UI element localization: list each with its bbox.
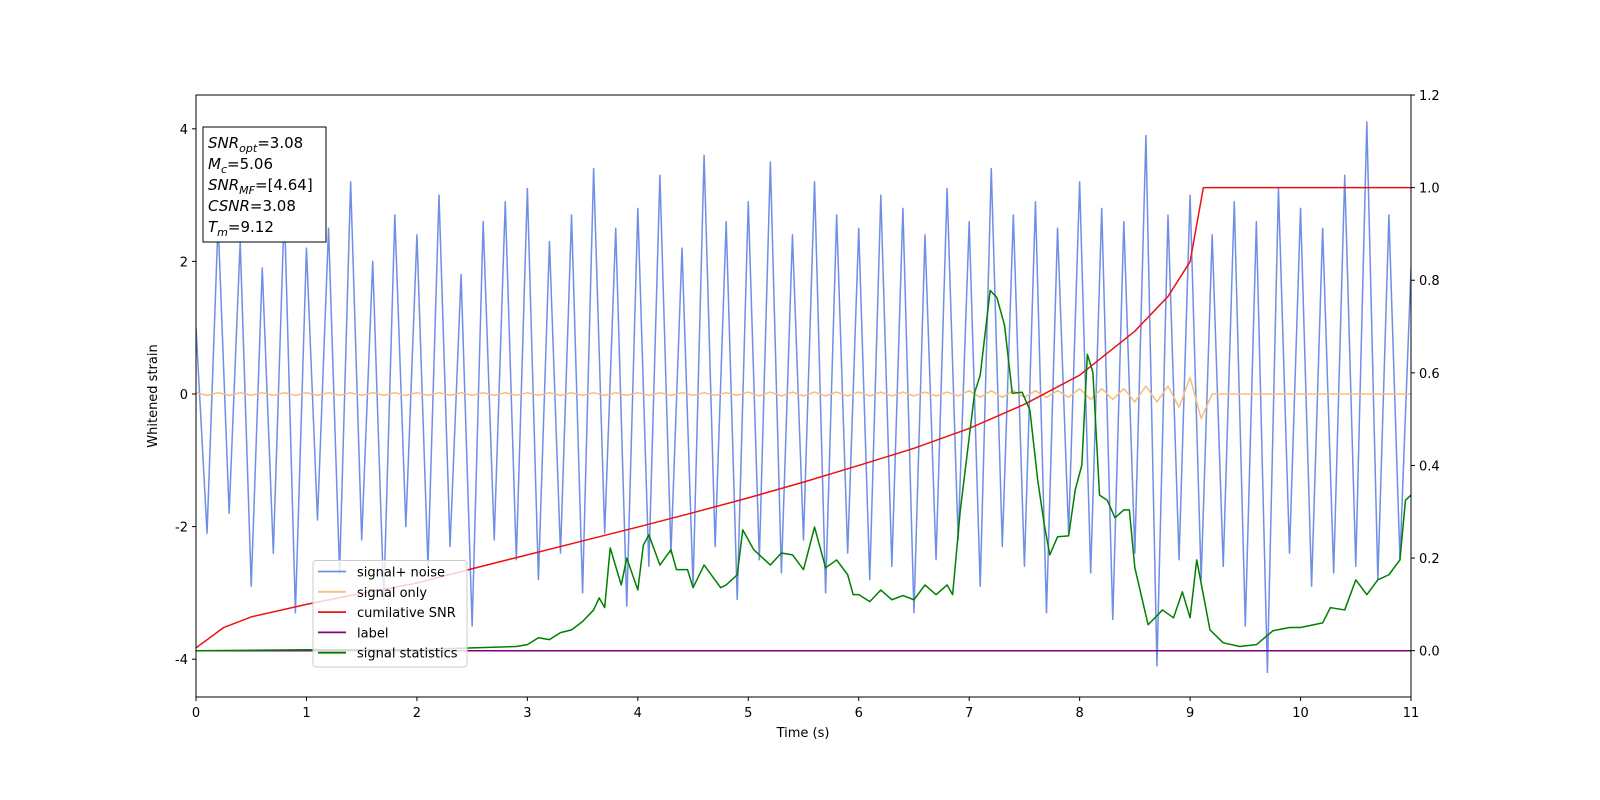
x-tick-label: 3	[523, 706, 531, 721]
annotation-main: SNR	[208, 134, 239, 152]
annotation-line: Tm=9.12	[208, 218, 274, 239]
annotation-rest: =9.12	[228, 218, 274, 236]
x-tick-label: 11	[1403, 706, 1420, 721]
annotation-rest: =[4.64]	[255, 176, 313, 194]
y-tick-label: 2	[180, 255, 188, 270]
y2-tick-label: 1.2	[1419, 89, 1440, 104]
y2-tick-label: 0.2	[1419, 552, 1440, 567]
annotation-frame	[202, 126, 327, 243]
legend-label: signal+ noise	[357, 566, 445, 581]
annotation-main: M	[208, 155, 221, 173]
series-line	[196, 376, 1411, 420]
x-tick-label: 9	[1186, 706, 1194, 721]
x-tick-label: 0	[192, 706, 200, 721]
series-line	[196, 289, 1411, 652]
series-line	[196, 121, 1411, 674]
annotation-main: T	[208, 218, 219, 236]
annotation-main: SNR	[208, 176, 239, 194]
legend-label: label	[357, 626, 388, 641]
axes-frame	[195, 94, 1412, 698]
x-axis-label: Time (s)	[776, 726, 830, 741]
annotation-rest: =5.06	[227, 155, 273, 173]
annotation-line: SNRopt=3.08	[208, 134, 303, 155]
annotation-line: Mc=5.06	[208, 155, 273, 176]
y2-tick-label: 0.4	[1419, 459, 1440, 474]
legend-label: signal only	[357, 586, 427, 601]
legend: signal+ noise signal only cumilative SNR la…	[312, 560, 468, 668]
x-tick-label: 10	[1292, 706, 1309, 721]
y-tick-label: -2	[175, 521, 188, 536]
annotation-main: CSNR	[208, 197, 250, 215]
y-axis-label: Whitened strain	[146, 344, 161, 447]
y2-tick-label: 1.0	[1419, 182, 1440, 197]
x-tick-label: 4	[634, 706, 642, 721]
x-tick-label: 6	[855, 706, 863, 721]
y-tick-label: 4	[180, 123, 188, 138]
annotation-line: SNRMF=[4.64]	[208, 176, 313, 197]
x-tick-label: 1	[302, 706, 310, 721]
annotation-rest: =3.08	[257, 134, 303, 152]
annotation-sub: m	[217, 226, 228, 239]
annotation-box: SNRopt=3.08Mc=5.06SNRMF=[4.64]CSNR=3.08T…	[202, 126, 327, 243]
y2-tick-label: 0.6	[1419, 367, 1440, 382]
y-tick-label: 0	[180, 388, 188, 403]
x-tick-label: 2	[413, 706, 421, 721]
y2-tick-label: 0.8	[1419, 274, 1440, 289]
annotation-sub: MF	[239, 184, 255, 197]
y2-tick-label: 0.0	[1419, 645, 1440, 660]
annotation-sub: c	[221, 163, 227, 176]
x-tick-label: 7	[965, 706, 973, 721]
legend-label: signal statistics	[357, 647, 458, 662]
legend-frame	[312, 560, 468, 668]
annotation-rest: =3.08	[250, 197, 296, 215]
x-tick-label: 8	[1075, 706, 1083, 721]
annotation-line: CSNR=3.08	[208, 197, 296, 215]
x-tick-label: 5	[744, 706, 752, 721]
y-tick-label: -4	[175, 653, 188, 668]
legend-label: cumilative SNR	[357, 606, 456, 621]
annotation-sub: opt	[239, 142, 258, 155]
